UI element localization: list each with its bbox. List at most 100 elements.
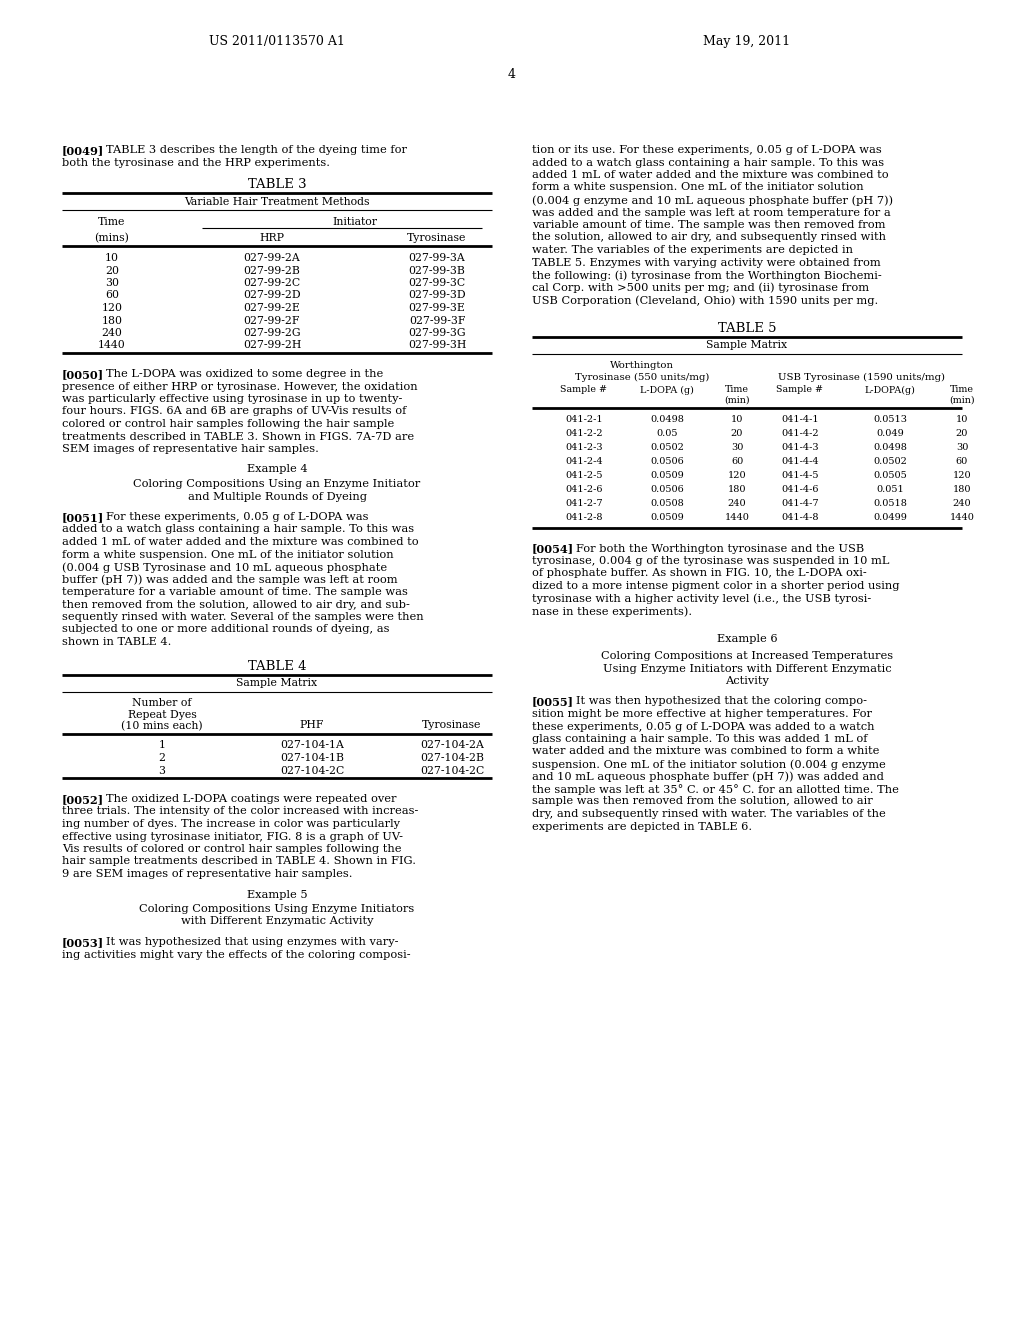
- Text: The L-DOPA was oxidized to some degree in the: The L-DOPA was oxidized to some degree i…: [106, 370, 383, 379]
- Text: Time: Time: [725, 385, 749, 395]
- Text: Coloring Compositions Using Enzyme Initiators: Coloring Compositions Using Enzyme Initi…: [139, 904, 415, 913]
- Text: dry, and subsequently rinsed with water. The variables of the: dry, and subsequently rinsed with water.…: [532, 809, 886, 818]
- Text: then removed from the solution, allowed to air dry, and sub-: then removed from the solution, allowed …: [62, 599, 410, 610]
- Text: Tyrosinase (550 units/mg): Tyrosinase (550 units/mg): [574, 372, 710, 381]
- Text: the solution, allowed to air dry, and subsequently rinsed with: the solution, allowed to air dry, and su…: [532, 232, 886, 243]
- Text: with Different Enzymatic Activity: with Different Enzymatic Activity: [181, 916, 374, 927]
- Text: 027-99-3F: 027-99-3F: [409, 315, 465, 326]
- Text: 041-4-8: 041-4-8: [781, 513, 819, 523]
- Text: ing number of dyes. The increase in color was particularly: ing number of dyes. The increase in colo…: [62, 818, 400, 829]
- Text: 60: 60: [105, 290, 119, 301]
- Text: 041-2-6: 041-2-6: [565, 486, 603, 495]
- Text: Sample #: Sample #: [560, 385, 607, 395]
- Text: suspension. One mL of the initiator solution (0.004 g enzyme: suspension. One mL of the initiator solu…: [532, 759, 886, 770]
- Text: Tyrosinase: Tyrosinase: [422, 721, 481, 730]
- Text: Worthington: Worthington: [610, 362, 674, 371]
- Text: form a white suspension. One mL of the initiator solution: form a white suspension. One mL of the i…: [532, 182, 863, 193]
- Text: variable amount of time. The sample was then removed from: variable amount of time. The sample was …: [532, 220, 886, 230]
- Text: 30: 30: [955, 444, 968, 453]
- Text: 120: 120: [952, 471, 972, 480]
- Text: 10: 10: [955, 416, 968, 425]
- Text: 0.0498: 0.0498: [650, 416, 684, 425]
- Text: ing activities might vary the effects of the coloring composi-: ing activities might vary the effects of…: [62, 949, 411, 960]
- Text: water added and the mixture was combined to form a white: water added and the mixture was combined…: [532, 747, 880, 756]
- Text: 027-99-2C: 027-99-2C: [244, 279, 301, 288]
- Text: 0.0513: 0.0513: [873, 416, 907, 425]
- Text: [0051]: [0051]: [62, 512, 104, 523]
- Text: 10: 10: [731, 416, 743, 425]
- Text: USB Tyrosinase (1590 units/mg): USB Tyrosinase (1590 units/mg): [778, 372, 945, 381]
- Text: 027-99-3C: 027-99-3C: [409, 279, 466, 288]
- Text: and Multiple Rounds of Dyeing: and Multiple Rounds of Dyeing: [187, 491, 367, 502]
- Text: added to a watch glass containing a hair sample. To this was: added to a watch glass containing a hair…: [62, 524, 414, 535]
- Text: 027-99-2F: 027-99-2F: [244, 315, 300, 326]
- Text: 027-104-1B: 027-104-1B: [280, 752, 344, 763]
- Text: Activity: Activity: [725, 676, 769, 686]
- Text: three trials. The intensity of the color increased with increas-: three trials. The intensity of the color…: [62, 807, 419, 817]
- Text: 041-2-2: 041-2-2: [565, 429, 603, 438]
- Text: the sample was left at 35° C. or 45° C. for an allotted time. The: the sample was left at 35° C. or 45° C. …: [532, 784, 899, 795]
- Text: 027-99-3G: 027-99-3G: [409, 327, 466, 338]
- Text: 20: 20: [731, 429, 743, 438]
- Text: Example 5: Example 5: [247, 890, 307, 899]
- Text: PHF: PHF: [300, 721, 325, 730]
- Text: 30: 30: [731, 444, 743, 453]
- Text: sition might be more effective at higher temperatures. For: sition might be more effective at higher…: [532, 709, 872, 719]
- Text: glass containing a hair sample. To this was added 1 mL of: glass containing a hair sample. To this …: [532, 734, 867, 744]
- Text: Time: Time: [950, 385, 974, 395]
- Text: Example 4: Example 4: [247, 465, 307, 474]
- Text: 027-99-2D: 027-99-2D: [243, 290, 301, 301]
- Text: Vis results of colored or control hair samples following the: Vis results of colored or control hair s…: [62, 843, 401, 854]
- Text: 20: 20: [955, 429, 968, 438]
- Text: subjected to one or more additional rounds of dyeing, as: subjected to one or more additional roun…: [62, 624, 389, 635]
- Text: nase in these experiments).: nase in these experiments).: [532, 606, 692, 616]
- Text: 027-104-1A: 027-104-1A: [280, 741, 344, 751]
- Text: 1440: 1440: [949, 513, 975, 523]
- Text: treatments described in TABLE 3. Shown in FIGS. 7A-7D are: treatments described in TABLE 3. Shown i…: [62, 432, 414, 441]
- Text: 041-4-2: 041-4-2: [781, 429, 819, 438]
- Text: 041-4-1: 041-4-1: [781, 416, 819, 425]
- Text: temperature for a variable amount of time. The sample was: temperature for a variable amount of tim…: [62, 587, 408, 597]
- Text: It was then hypothesized that the coloring compo-: It was then hypothesized that the colori…: [575, 697, 867, 706]
- Text: tyrosinase, 0.004 g of the tyrosinase was suspended in 10 mL: tyrosinase, 0.004 g of the tyrosinase wa…: [532, 556, 890, 566]
- Text: 4: 4: [508, 69, 516, 81]
- Text: the following: (i) tyrosinase from the Worthington Biochemi-: the following: (i) tyrosinase from the W…: [532, 271, 882, 281]
- Text: 027-99-2A: 027-99-2A: [244, 253, 300, 263]
- Text: US 2011/0113570 A1: US 2011/0113570 A1: [209, 36, 345, 48]
- Text: 2: 2: [159, 752, 166, 763]
- Text: 027-99-3D: 027-99-3D: [409, 290, 466, 301]
- Text: 1: 1: [159, 741, 166, 751]
- Text: TABLE 5: TABLE 5: [718, 322, 776, 334]
- Text: Sample #: Sample #: [776, 385, 823, 395]
- Text: 0.0506: 0.0506: [650, 458, 684, 466]
- Text: 0.049: 0.049: [877, 429, 904, 438]
- Text: 041-2-7: 041-2-7: [565, 499, 603, 508]
- Text: 0.0498: 0.0498: [873, 444, 907, 453]
- Text: (mins): (mins): [94, 234, 129, 243]
- Text: Repeat Dyes: Repeat Dyes: [128, 710, 197, 719]
- Text: (min): (min): [724, 396, 750, 404]
- Text: 1440: 1440: [98, 341, 126, 351]
- Text: tion or its use. For these experiments, 0.05 g of L-DOPA was: tion or its use. For these experiments, …: [532, 145, 882, 154]
- Text: 027-99-2B: 027-99-2B: [244, 265, 300, 276]
- Text: Tyrosinase: Tyrosinase: [408, 234, 467, 243]
- Text: effective using tyrosinase initiator, FIG. 8 is a graph of UV-: effective using tyrosinase initiator, FI…: [62, 832, 403, 842]
- Text: For both the Worthington tyrosinase and the USB: For both the Worthington tyrosinase and …: [575, 544, 864, 553]
- Text: Coloring Compositions at Increased Temperatures: Coloring Compositions at Increased Tempe…: [601, 651, 893, 661]
- Text: 0.0509: 0.0509: [650, 471, 684, 480]
- Text: added to a watch glass containing a hair sample. To this was: added to a watch glass containing a hair…: [532, 157, 884, 168]
- Text: 041-2-4: 041-2-4: [565, 458, 603, 466]
- Text: buffer (pH 7)) was added and the sample was left at room: buffer (pH 7)) was added and the sample …: [62, 574, 397, 585]
- Text: Number of: Number of: [132, 698, 191, 709]
- Text: 0.0502: 0.0502: [650, 444, 684, 453]
- Text: (10 mins each): (10 mins each): [121, 721, 203, 731]
- Text: (0.004 g USB Tyrosinase and 10 mL aqueous phosphate: (0.004 g USB Tyrosinase and 10 mL aqueou…: [62, 562, 387, 573]
- Text: 041-4-4: 041-4-4: [781, 458, 819, 466]
- Text: Coloring Compositions Using an Enzyme Initiator: Coloring Compositions Using an Enzyme In…: [133, 479, 421, 488]
- Text: 10: 10: [105, 253, 119, 263]
- Text: cal Corp. with >500 units per mg; and (ii) tyrosinase from: cal Corp. with >500 units per mg; and (i…: [532, 282, 869, 293]
- Text: both the tyrosinase and the HRP experiments.: both the tyrosinase and the HRP experime…: [62, 157, 330, 168]
- Text: water. The variables of the experiments are depicted in: water. The variables of the experiments …: [532, 246, 853, 255]
- Text: 0.05: 0.05: [656, 429, 678, 438]
- Text: TABLE 3 describes the length of the dyeing time for: TABLE 3 describes the length of the dyei…: [106, 145, 407, 154]
